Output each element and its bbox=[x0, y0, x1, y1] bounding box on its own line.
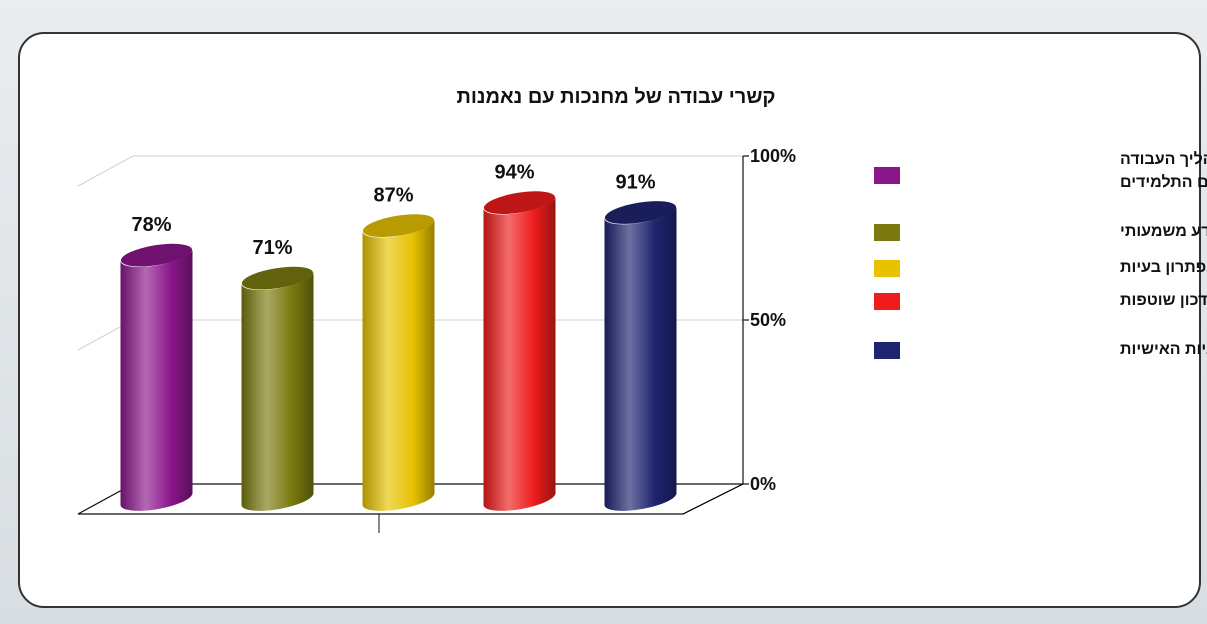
legend-label: סיוע הנאמנה בפתרון בעיות bbox=[1120, 259, 1207, 276]
legend: מעורבות פעילה בתהליך העבודה עם התלמידים שי… bbox=[874, 150, 1207, 359]
legend-label: פגישות עדכון שוטפות bbox=[1120, 292, 1207, 309]
data-label-5: 91% bbox=[615, 172, 655, 194]
bar-2 bbox=[241, 266, 314, 511]
data-label-2: 71% bbox=[252, 237, 292, 259]
gridline bbox=[77, 155, 134, 187]
data-labels: 78% 71% 87% 94% 91% bbox=[131, 162, 655, 259]
legend-item-3: סיוע הנאמנה בפתרון בעיות bbox=[874, 259, 1207, 277]
legend-swatch bbox=[874, 224, 900, 241]
legend-item-4: פגישות עדכון שוטפות bbox=[874, 292, 1207, 310]
data-label-3: 87% bbox=[373, 185, 413, 207]
y-tick-label: 100% bbox=[750, 146, 796, 166]
legend-swatch bbox=[874, 342, 900, 359]
data-label-1: 78% bbox=[131, 214, 171, 236]
bar-top bbox=[120, 243, 193, 267]
legend-swatch bbox=[874, 167, 900, 184]
bar-top bbox=[483, 191, 556, 215]
bar-body bbox=[241, 272, 314, 511]
legend-swatch bbox=[874, 260, 900, 277]
bar-body bbox=[120, 249, 193, 511]
bar-body bbox=[483, 196, 556, 511]
y-tick-label: 50% bbox=[750, 310, 786, 330]
bars bbox=[120, 191, 677, 511]
bar-1 bbox=[120, 243, 193, 511]
legend-item-5: מעורבות בבניית התכניות האישיות bbox=[874, 341, 1207, 359]
legend-label: מעורבות פעילה בתהליך העבודה bbox=[1120, 150, 1207, 168]
legend-label: עם התלמידים bbox=[1120, 173, 1207, 191]
y-tick-label: 0% bbox=[750, 474, 776, 494]
legend-label: מעורבות בבניית התכניות האישיות bbox=[1120, 341, 1207, 358]
legend-item-1: מעורבות פעילה בתהליך העבודה עם התלמידים bbox=[874, 150, 1207, 191]
bar-4 bbox=[483, 191, 556, 511]
y-axis-depth bbox=[682, 483, 744, 515]
bar-top bbox=[604, 201, 677, 224]
legend-swatch bbox=[874, 293, 900, 310]
bar-top bbox=[241, 266, 314, 290]
data-label-4: 94% bbox=[494, 162, 534, 184]
bar-top bbox=[362, 214, 435, 238]
bar-5 bbox=[604, 201, 677, 511]
bar-body bbox=[604, 206, 677, 511]
y-axis: 0% 50% 100% bbox=[682, 146, 796, 515]
bar-body bbox=[362, 219, 435, 511]
bar-3 bbox=[362, 214, 435, 511]
legend-item-2: שיתוף מצד המחנכת במידע משמעותי bbox=[874, 223, 1207, 241]
legend-label: שיתוף מצד המחנכת במידע משמעותי bbox=[1120, 223, 1207, 240]
chart-title: קשרי עבודה של מחנכות עם נאמנות bbox=[457, 86, 776, 108]
